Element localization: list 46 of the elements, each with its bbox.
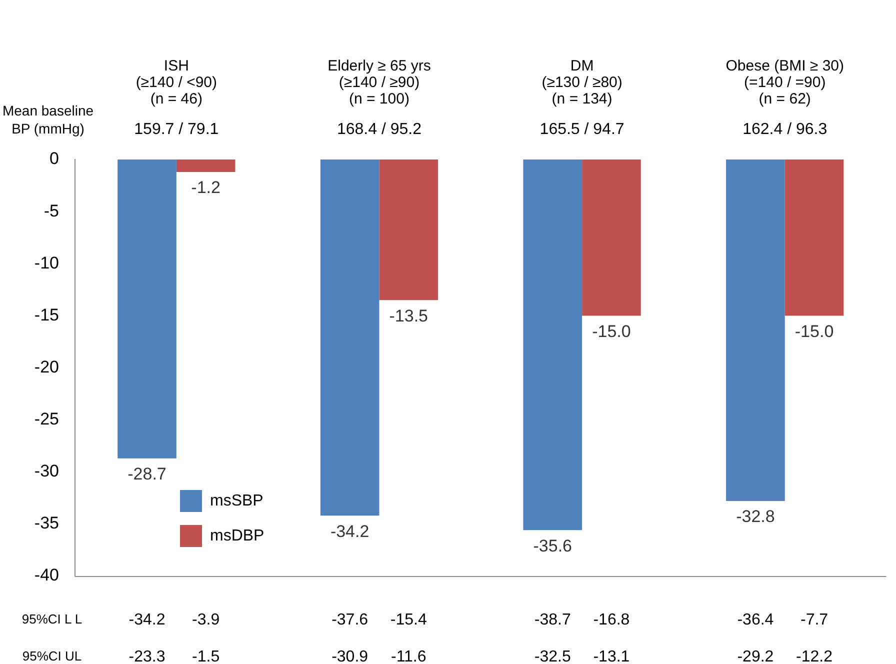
text: 165.5 / 94.7	[540, 120, 624, 138]
text: 95%CI UL	[22, 648, 82, 664]
text: -11.6	[390, 648, 426, 664]
y-tick-label: -40	[34, 566, 59, 585]
text: -30.9	[332, 648, 368, 664]
legend-label: msSBP	[210, 492, 264, 510]
text: -37.6	[332, 611, 368, 628]
legend-label: msDBP	[210, 527, 264, 544]
text: -38.7	[534, 611, 571, 628]
y-tick-label: -5	[44, 201, 59, 220]
text: -12.2	[796, 648, 833, 664]
text: 168.4 / 95.2	[336, 120, 422, 138]
text: -36.4	[737, 611, 774, 628]
text: -23.3	[128, 648, 166, 664]
text: -1.5	[192, 648, 220, 664]
data-label: -32.8	[736, 507, 775, 526]
data-label: -35.6	[533, 536, 572, 556]
x-tick-label: DM (≥130 / ≥80) (n = 134)	[542, 57, 622, 108]
text: -32.5	[534, 648, 571, 664]
text: 162.4 / 96.3	[742, 120, 828, 138]
text: -16.8	[593, 611, 630, 628]
y-tick-label: -10	[34, 253, 59, 272]
text: -7.7	[800, 611, 828, 628]
text: Mean baseline BP (mmHg)	[2, 102, 94, 136]
text: -34.2	[128, 611, 166, 628]
text: -29.2	[737, 648, 774, 664]
y-tick-label: -35	[34, 514, 59, 533]
data-label: -34.2	[330, 522, 370, 541]
data-label: -15.0	[592, 322, 631, 341]
text: 159.7 / 79.1	[134, 120, 219, 138]
text: -3.9	[192, 611, 220, 628]
data-label: -1.2	[191, 178, 220, 198]
x-tick-label: ISH (≥140 / <90) (n = 46)	[136, 57, 218, 108]
data-label: -28.7	[128, 464, 166, 484]
y-tick-label: -20	[34, 357, 59, 376]
data-label: -15.0	[794, 322, 834, 341]
text: -13.1	[593, 648, 630, 664]
x-tick-label: Elderly ≥ 65 yrs (≥140 / ≥90) (n = 100)	[328, 57, 431, 108]
text: 95%CI L L	[22, 612, 82, 627]
y-tick-label: 0	[50, 149, 59, 168]
data-label: -13.5	[389, 306, 428, 326]
y-tick-label: -15	[34, 305, 59, 324]
x-tick-label: Obese (BMI ≥ 30) (=140 / =90) (n = 62)	[726, 57, 844, 108]
y-tick-label: -25	[34, 410, 59, 428]
text: -15.4	[390, 611, 427, 628]
y-tick-label: -30	[34, 462, 59, 481]
